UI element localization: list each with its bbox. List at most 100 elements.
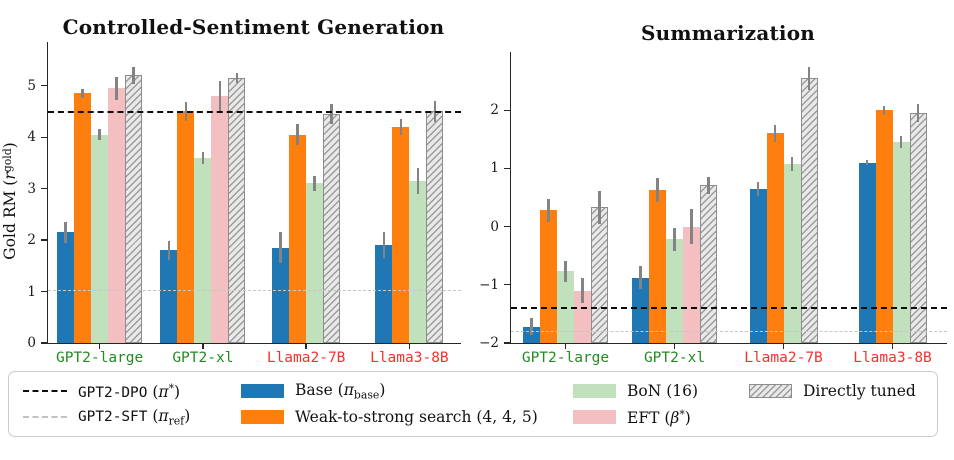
- right-panel-title: Summarization: [640, 21, 816, 45]
- bar-w2s-llama2-7b: [289, 134, 307, 343]
- x-tick-mark: [305, 344, 307, 349]
- error-bar: [296, 124, 299, 145]
- legend-label-bon: BoN (16): [627, 382, 698, 400]
- text-part: gold: [1, 148, 14, 173]
- legend-entry-bon: BoN (16): [573, 382, 749, 400]
- y-tick-mark: [504, 109, 510, 111]
- error-bar: [98, 129, 101, 140]
- error-bar: [279, 232, 282, 264]
- y-tick-mark: [504, 167, 510, 170]
- bar-base-llama2-7b: [749, 188, 767, 343]
- text-part: ): [684, 408, 691, 427]
- y-tick-label: 2: [27, 232, 36, 249]
- x-category-label-llama2-7b: Llama2-7B: [266, 350, 346, 366]
- legend-swatch-gpt2-sft: [23, 416, 67, 418]
- text-part: base: [353, 388, 380, 402]
- error-bar: [564, 260, 567, 282]
- text-part: π: [343, 380, 354, 399]
- error-bar: [581, 277, 584, 304]
- error-bar: [865, 159, 869, 166]
- bar-base-llama3-8b: [858, 162, 876, 343]
- text-part: Weak-to-strong search (4, 4, 5): [295, 408, 538, 426]
- bar-bon-gpt2-xl: [194, 157, 212, 343]
- legend-swatch-w2s: [241, 410, 284, 424]
- text-part: GPT2-DPO: [78, 384, 148, 401]
- text-part: β: [670, 408, 680, 427]
- x-tick-mark: [782, 344, 785, 349]
- error-bar: [656, 178, 659, 202]
- bar-bon-llama3-8b: [409, 180, 427, 343]
- bar-w2s-llama3-8b: [875, 110, 893, 343]
- error-bar: [201, 151, 205, 164]
- y-tick-mark: [41, 239, 47, 241]
- legend-swatch-base: [241, 384, 284, 398]
- legend-label-gpt2-dpo: GPT2-DPO (π*): [78, 382, 180, 401]
- x-category-label-llama3-8b: Llama3-8B: [370, 350, 449, 366]
- reference-line-gpt2-sft: [48, 290, 461, 291]
- y-tick-label: 4: [27, 129, 36, 146]
- error-bar: [382, 232, 386, 259]
- legend-entry-w2s: Weak-to-strong search (4, 4, 5): [241, 408, 573, 426]
- bar-base-llama3-8b: [375, 245, 393, 343]
- bar-w2s-gpt2-xl: [649, 189, 666, 343]
- error-bar: [530, 317, 533, 336]
- error-bar: [690, 209, 693, 245]
- left-plot-area: Gold RM (r gold) 0 1 2 3 4 5 GPT2-large GPT2-xl L…: [1, 42, 461, 366]
- x-category-label-llama2-7b: Llama2-7B: [744, 350, 823, 366]
- y-tick-label: 1: [27, 283, 36, 300]
- y-tick-label: 0: [27, 335, 36, 351]
- text-part: (: [147, 406, 159, 425]
- y-tick-label: 2: [490, 102, 499, 119]
- text-part: (: [147, 382, 159, 401]
- error-bar: [882, 105, 886, 115]
- y-tick-mark: [504, 225, 510, 228]
- bar-bon-gpt2-xl: [666, 239, 683, 343]
- legend-entry-tuned: Directly tuned: [749, 382, 923, 400]
- x-category-label-gpt2-xl: GPT2-xl: [172, 350, 234, 366]
- x-tick-mark: [408, 344, 411, 349]
- right-plot-area: −2 −1 0 1 2 GPT2-large GPT2-xl Llama2-7B Llama3-…: [479, 52, 947, 366]
- y-tick-label: −2: [479, 335, 499, 351]
- x-tick-mark: [891, 344, 894, 349]
- bar-w2s-gpt2-large: [540, 210, 557, 343]
- bar-eft-gpt2-xl: [683, 226, 700, 343]
- text-part: π: [158, 382, 169, 401]
- text-part: π: [158, 406, 169, 425]
- legend-entry-gpt2-dpo: GPT2-DPO (π*): [23, 382, 241, 401]
- left-panel-title: Controlled-Sentiment Generation: [62, 15, 445, 39]
- y-tick-mark: [41, 187, 47, 190]
- error-bar: [639, 266, 642, 290]
- x-category-label-gpt2-large: GPT2-large: [521, 350, 610, 366]
- bar-bon-llama2-7b: [306, 183, 324, 343]
- legend-label-w2s: Weak-to-strong search (4, 4, 5): [295, 408, 538, 426]
- error-bar: [790, 156, 794, 171]
- bar-eft-gpt2-large: [574, 290, 591, 343]
- legend-swatch-gpt2-dpo: [23, 390, 67, 392]
- x-tick-mark: [98, 344, 101, 349]
- error-bar: [899, 136, 903, 148]
- text-part: GPT2-SFT: [78, 408, 148, 425]
- bar-base-gpt2-xl: [160, 250, 178, 343]
- bar-base-gpt2-large: [57, 232, 75, 343]
- bar-base-llama2-7b: [272, 247, 290, 343]
- error-bar: [132, 66, 135, 85]
- text-part: Directly tuned: [803, 382, 916, 400]
- error-bar: [184, 102, 188, 121]
- legend-label-eft: EFT (β*): [627, 408, 691, 427]
- text-part: BoN (16): [627, 382, 699, 400]
- y-tick-mark: [41, 85, 47, 87]
- text-part: ref: [168, 414, 185, 428]
- legend-swatch-eft: [573, 410, 616, 424]
- error-bar: [673, 227, 676, 252]
- reference-line-gpt2-sft: [511, 331, 947, 333]
- legend-label-base: Base (πbase): [295, 381, 385, 401]
- error-bar: [64, 222, 67, 243]
- bar-w2s-gpt2-large: [74, 93, 92, 343]
- bar-bon-llama3-8b: [892, 142, 910, 343]
- x-category-label-gpt2-large: GPT2-large: [55, 350, 144, 366]
- bar-tuned-gpt2-xl: [700, 185, 717, 343]
- bar-w2s-gpt2-xl: [177, 111, 195, 343]
- text-part: ): [173, 382, 181, 401]
- error-bar: [707, 176, 710, 194]
